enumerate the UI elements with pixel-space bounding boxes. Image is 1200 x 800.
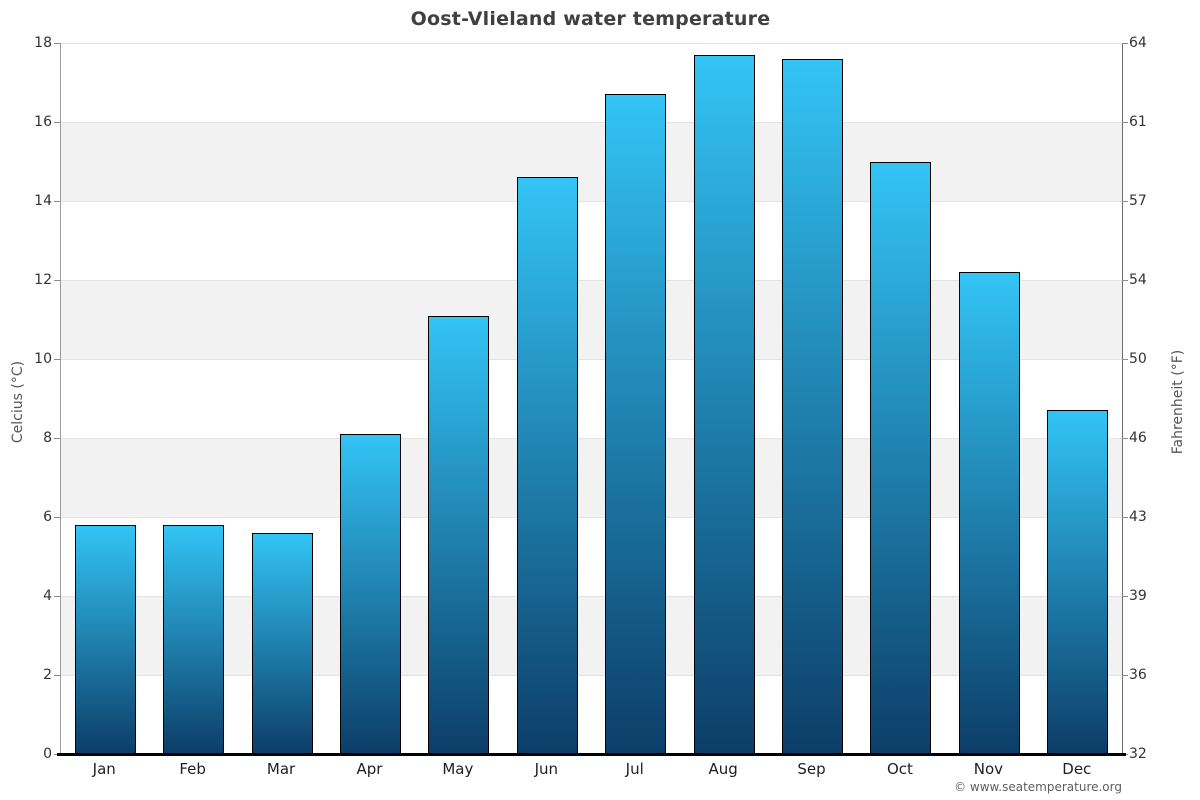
tick-right-2 xyxy=(1122,675,1128,676)
ytick-left-18: 18 xyxy=(34,35,52,51)
bar-dec xyxy=(1047,410,1109,754)
bar-mar xyxy=(251,532,313,754)
ytick-right-43: 43 xyxy=(1129,509,1147,525)
ytick-right-54: 54 xyxy=(1129,272,1147,288)
bar-jan xyxy=(74,524,136,754)
gridline-8c xyxy=(61,438,1122,439)
xtick-may: May xyxy=(442,760,474,778)
copyright-text: © www.seatemperature.org xyxy=(954,780,1122,794)
ytick-left-8: 8 xyxy=(43,430,52,446)
tick-right-18 xyxy=(1122,43,1128,44)
tick-right-6 xyxy=(1122,517,1128,518)
tick-right-14 xyxy=(1122,201,1128,202)
ytick-right-36: 36 xyxy=(1129,667,1147,683)
xtick-sep: Sep xyxy=(797,760,826,778)
gridline-12c xyxy=(61,280,1122,281)
tick-left-8 xyxy=(54,438,60,439)
background-band-10-12 xyxy=(61,280,1122,359)
bar-jun xyxy=(516,177,578,754)
tick-left-6 xyxy=(54,517,60,518)
background-band-2-4 xyxy=(61,596,1122,675)
tick-left-4 xyxy=(54,596,60,597)
bar-oct xyxy=(870,161,932,754)
ytick-left-4: 4 xyxy=(43,588,52,604)
gridline-16c xyxy=(61,122,1122,123)
tick-right-8 xyxy=(1122,438,1128,439)
ytick-left-0: 0 xyxy=(43,746,52,762)
gridline-10c xyxy=(61,359,1122,360)
ytick-left-2: 2 xyxy=(43,667,52,683)
bar-sep xyxy=(782,58,844,754)
bar-aug xyxy=(693,54,755,754)
tick-left-12 xyxy=(54,280,60,281)
background-band-14-16 xyxy=(61,122,1122,201)
xtick-oct: Oct xyxy=(886,760,913,778)
tick-right-10 xyxy=(1122,359,1128,360)
tick-left-10 xyxy=(54,359,60,360)
background-band-6-8 xyxy=(61,438,1122,517)
bar-feb xyxy=(163,524,225,754)
ytick-right-61: 61 xyxy=(1129,114,1147,130)
bar-apr xyxy=(339,434,401,754)
gridline-2c xyxy=(61,675,1122,676)
gridline-4c xyxy=(61,596,1122,597)
tick-left-18 xyxy=(54,43,60,44)
tick-left-14 xyxy=(54,201,60,202)
xtick-dec: Dec xyxy=(1062,760,1092,778)
chart-title: Oost-Vlieland water temperature xyxy=(410,8,771,30)
ytick-right-46: 46 xyxy=(1129,430,1147,446)
ytick-left-12: 12 xyxy=(34,272,52,288)
ytick-left-14: 14 xyxy=(34,193,52,209)
gridline-14c xyxy=(61,201,1122,202)
gridline-18c xyxy=(61,43,1122,44)
tick-right-4 xyxy=(1122,596,1128,597)
ytick-right-57: 57 xyxy=(1129,193,1147,209)
ytick-left-10: 10 xyxy=(34,351,52,367)
xtick-jun: Jun xyxy=(534,760,558,778)
ytick-right-32: 32 xyxy=(1129,746,1147,762)
ytick-left-16: 16 xyxy=(34,114,52,130)
x-axis-line xyxy=(57,753,1126,756)
xtick-mar: Mar xyxy=(266,760,296,778)
xtick-jul: Jul xyxy=(625,760,644,778)
plot-area xyxy=(60,43,1123,754)
tick-right-16 xyxy=(1122,122,1128,123)
tick-left-16 xyxy=(54,122,60,123)
ytick-right-50: 50 xyxy=(1129,351,1147,367)
xtick-feb: Feb xyxy=(179,760,206,778)
background-band-16-18 xyxy=(61,43,1122,122)
background-band-12-14 xyxy=(61,201,1122,280)
tick-right-12 xyxy=(1122,280,1128,281)
ytick-left-6: 6 xyxy=(43,509,52,525)
xtick-jan: Jan xyxy=(92,760,116,778)
gridline-6c xyxy=(61,517,1122,518)
bar-jul xyxy=(605,94,667,754)
bar-may xyxy=(428,315,490,754)
tick-left-2 xyxy=(54,675,60,676)
xtick-apr: Apr xyxy=(356,760,383,778)
xtick-nov: Nov xyxy=(973,760,1004,778)
xtick-aug: Aug xyxy=(708,760,738,778)
y-axis-label-fahrenheit: Fahrenheit (°F) xyxy=(1170,349,1186,455)
ytick-right-64: 64 xyxy=(1129,35,1147,51)
bar-nov xyxy=(958,272,1020,754)
ytick-right-39: 39 xyxy=(1129,588,1147,604)
